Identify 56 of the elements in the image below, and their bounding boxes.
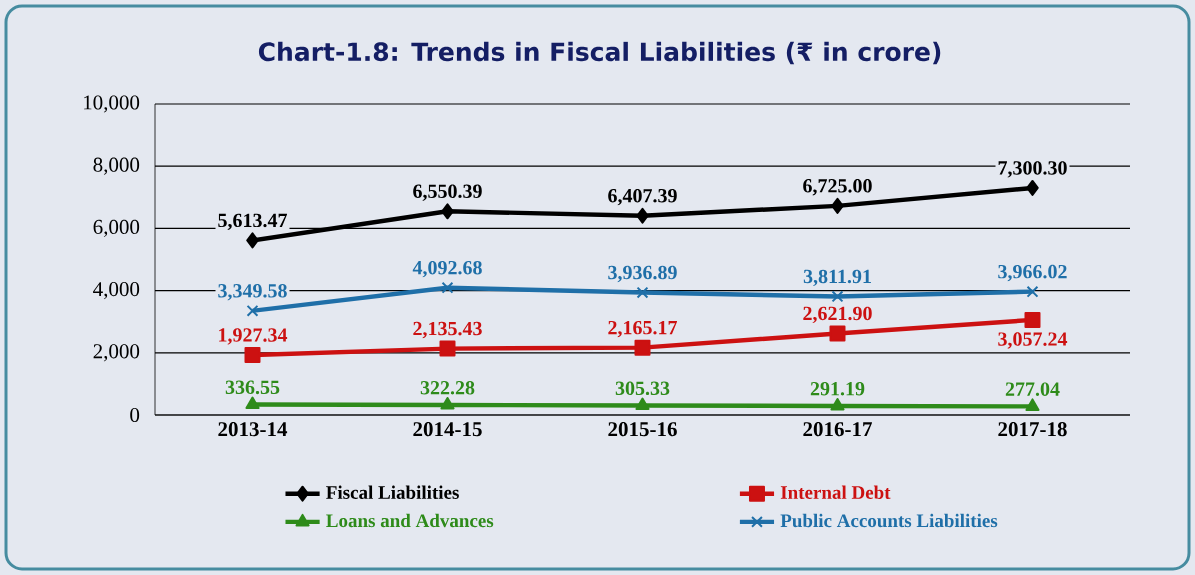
data-label: 3,966.02	[998, 264, 1067, 282]
y-tick-label: 8,000	[93, 157, 140, 175]
data-label: 7,300.30	[998, 161, 1067, 178]
data-label: 6,407.39	[608, 188, 677, 206]
data-label: 322.28	[420, 381, 475, 395]
point	[634, 339, 651, 356]
point	[246, 232, 259, 249]
data-label: 3,057.24	[998, 332, 1068, 349]
y-tick-label: 6,000	[93, 219, 140, 237]
point	[245, 396, 260, 410]
data-label: 2,621.90	[803, 306, 872, 324]
x-tick-label: 2013-14	[218, 422, 288, 437]
point	[440, 396, 455, 410]
data-label: 6,725.00	[803, 179, 872, 196]
data-label: 4,092.68	[412, 260, 482, 278]
data-label: 336.55	[225, 380, 280, 395]
data-label: 5,613.47	[218, 213, 287, 231]
data-label: 6,550.39	[413, 184, 482, 201]
point	[830, 397, 845, 411]
data-label: 291.19	[810, 382, 865, 396]
point	[1026, 285, 1039, 298]
point	[831, 197, 844, 214]
y-tick-label: 0	[130, 407, 140, 423]
point	[439, 340, 456, 357]
y-tick-label: 2,000	[93, 344, 140, 362]
data-label: 1,927.34	[219, 328, 288, 345]
point	[246, 304, 259, 317]
legend-label: Internal Debt	[780, 485, 891, 499]
x-tick-label: 2015-16	[608, 422, 677, 437]
point	[1025, 398, 1040, 411]
y-tick-label: 10,000	[84, 95, 140, 113]
data-label: 3,936.89	[608, 265, 677, 283]
x-tick-label: 2016-17	[803, 422, 872, 437]
point	[829, 325, 846, 342]
data-label: 277.04	[1005, 382, 1060, 396]
point	[1026, 179, 1039, 196]
legend-label: Loans and Advances	[326, 513, 494, 528]
data-label: 305.33	[615, 381, 670, 396]
point	[831, 290, 844, 303]
point	[1024, 311, 1041, 328]
x-tick-label: 2014-15	[413, 422, 482, 437]
legend-label: Public Accounts Liabilities	[780, 513, 998, 528]
chart-title: Chart-1.8: Trends in Fiscal Liabilities (₹ in crore)	[258, 41, 941, 65]
data-label: 3,811.91	[803, 269, 871, 287]
point	[635, 397, 650, 411]
point	[441, 203, 454, 220]
point	[636, 286, 649, 299]
x-tick-label: 2017-18	[998, 422, 1067, 437]
point	[244, 347, 261, 364]
point	[636, 207, 649, 224]
data-label: 2,165.17	[608, 320, 677, 338]
data-label: 2,135.43	[413, 321, 482, 339]
point	[441, 281, 454, 294]
legend-label: Fiscal Liabilities	[326, 485, 459, 499]
y-tick-label: 4,000	[93, 282, 140, 300]
data-label: 3,349.58	[218, 284, 287, 301]
